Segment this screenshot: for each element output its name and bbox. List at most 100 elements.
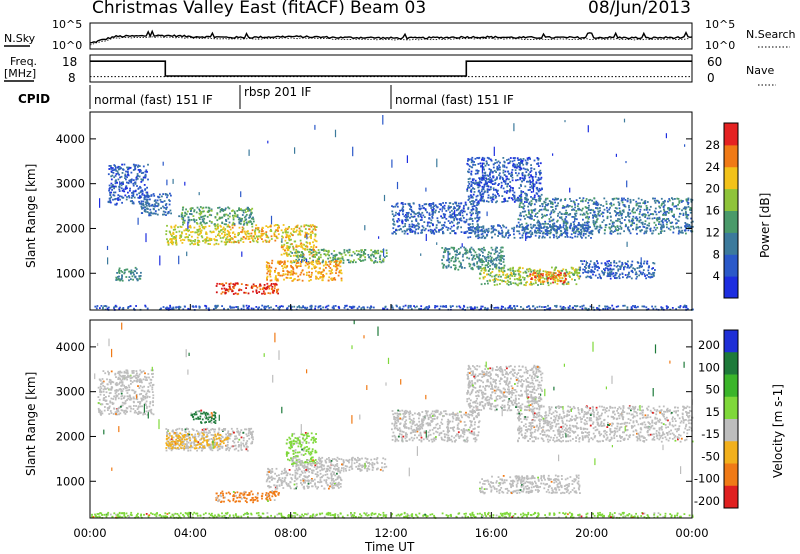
heatmap-cell — [329, 267, 332, 269]
heatmap-cell — [242, 241, 245, 243]
heatmap-cell — [286, 273, 289, 276]
heatmap-cell — [476, 262, 478, 265]
heatmap-cell — [299, 273, 302, 276]
heatmap-cell — [154, 203, 156, 206]
heatmap-cell — [471, 266, 474, 269]
heatmap-cell — [217, 226, 219, 229]
heatmap-cell — [648, 217, 651, 220]
heatmap-cell — [293, 272, 296, 275]
heatmap-cell — [484, 174, 487, 177]
heatmap-cell — [181, 231, 183, 234]
heatmap-cell — [394, 214, 397, 217]
heatmap-cell — [549, 200, 552, 203]
heatmap-cell — [118, 168, 120, 171]
heatmap-cell — [463, 252, 466, 255]
heatmap-cell — [168, 230, 171, 233]
heatmap-cell — [653, 221, 656, 224]
heatmap-cell — [401, 222, 404, 225]
heatmap-cell — [590, 208, 593, 211]
heatmap-cell — [521, 210, 524, 213]
heatmap-cell — [526, 193, 528, 196]
heatmap-cell — [620, 214, 623, 217]
heatmap-cell — [270, 230, 273, 232]
heatmap-cell — [283, 263, 285, 265]
heatmap-cell — [142, 171, 145, 174]
heatmap-cell — [639, 210, 641, 213]
heatmap-cell — [584, 271, 587, 273]
heatmap-cell — [544, 222, 547, 225]
heatmap-cell — [667, 306, 669, 309]
heatmap-cell — [184, 211, 186, 214]
heatmap-cell — [680, 201, 683, 203]
heatmap-cell — [607, 269, 609, 272]
heatmap-cell — [350, 307, 353, 309]
heatmap-cell — [587, 221, 590, 224]
heatmap-cell — [333, 277, 336, 279]
heatmap-cell — [546, 272, 549, 275]
heatmap-cell — [572, 208, 575, 211]
heatmap-cell — [589, 305, 592, 308]
heatmap-cell — [205, 305, 208, 308]
heatmap-cell — [305, 274, 308, 276]
heatmap-cell — [339, 260, 342, 263]
heatmap-cell — [522, 276, 524, 279]
heatmap-cell — [613, 221, 615, 224]
heatmap-cell — [189, 213, 191, 215]
heatmap-cell — [530, 270, 533, 273]
heatmap-cell — [671, 307, 674, 309]
heatmap-cell — [279, 306, 281, 308]
heatmap-cell — [198, 225, 201, 228]
heatmap-cell — [160, 200, 163, 203]
heatmap-cell — [110, 170, 113, 173]
heatmap-cell — [234, 233, 236, 236]
heatmap-cell — [527, 189, 530, 191]
heatmap-cell — [653, 271, 656, 274]
heatmap-cell — [609, 275, 612, 277]
heatmap-cell — [227, 225, 230, 228]
heatmap-cell — [594, 264, 597, 267]
heatmap-cell — [461, 209, 463, 212]
heatmap-cell — [661, 202, 663, 205]
heatmap-cell — [423, 216, 426, 218]
heatmap-cell — [267, 262, 269, 264]
heatmap-cell — [499, 166, 501, 169]
heatmap-cell — [371, 259, 373, 262]
heatmap-cell — [553, 222, 556, 225]
heatmap-cell — [505, 192, 508, 194]
heatmap-cell — [446, 229, 449, 231]
heatmap-cell — [197, 239, 199, 242]
heatmap-cell — [476, 172, 479, 175]
heatmap-cell — [537, 227, 540, 230]
heatmap-cell — [529, 183, 532, 186]
heatmap-cell — [215, 285, 218, 287]
heatmap-cell — [413, 215, 416, 218]
heatmap-cell — [601, 270, 603, 273]
heatmap-cell — [296, 255, 298, 258]
heatmap-cell — [489, 158, 492, 161]
heatmap-cell — [511, 173, 513, 176]
heatmap-cell — [606, 305, 609, 308]
heatmap-cell — [502, 280, 505, 282]
heatmap-cell — [193, 210, 195, 213]
heatmap-cell — [395, 203, 398, 205]
heatmap-cell — [529, 274, 531, 277]
heatmap-cell — [396, 305, 398, 308]
heatmap-cell — [507, 307, 510, 309]
heatmap-cell — [448, 215, 451, 218]
heatmap-cell — [549, 282, 552, 285]
heatmap-cell — [194, 231, 197, 234]
heatmap-cell — [500, 269, 503, 271]
heatmap-cell — [504, 274, 507, 277]
heatmap-cell — [472, 208, 475, 211]
heatmap-cell — [312, 249, 315, 251]
heatmap-cell — [372, 306, 375, 309]
heatmap-cell — [133, 273, 135, 276]
heatmap-cell — [269, 275, 272, 278]
heatmap-cell — [385, 255, 388, 257]
heatmap-cell — [224, 243, 227, 246]
heatmap-cell — [269, 279, 272, 282]
heatmap-cell — [280, 305, 283, 307]
heatmap-cell — [289, 277, 292, 279]
heatmap-cell — [528, 213, 530, 215]
heatmap-cell — [218, 231, 221, 233]
